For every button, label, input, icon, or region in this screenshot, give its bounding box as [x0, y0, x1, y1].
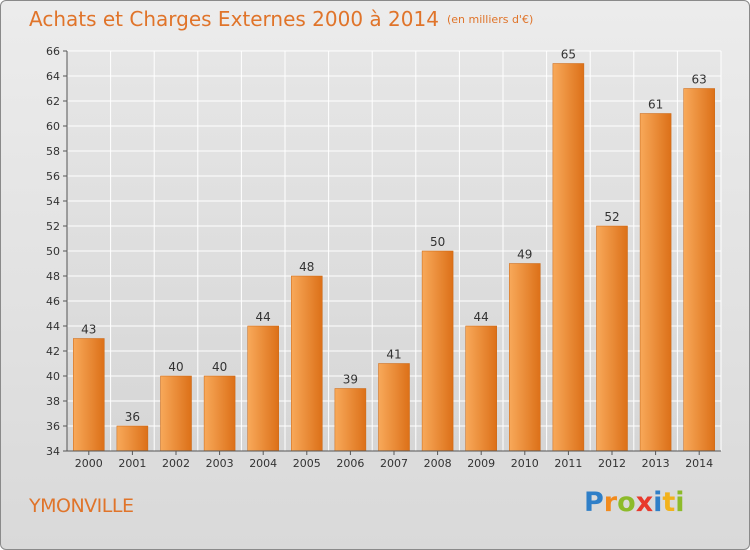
y-tick-label: 56 — [46, 170, 60, 183]
x-tick-label: 2013 — [642, 457, 670, 470]
data-label: 40 — [212, 360, 227, 374]
x-tick-label: 2014 — [685, 457, 713, 470]
y-tick-label: 36 — [46, 420, 60, 433]
y-tick-label: 34 — [46, 445, 60, 458]
data-label: 49 — [517, 248, 532, 262]
data-label: 40 — [168, 360, 183, 374]
bar — [247, 325, 279, 452]
bar — [73, 338, 105, 452]
logo-letter: r — [603, 487, 618, 518]
y-tick-label: 54 — [46, 195, 60, 208]
bar — [334, 388, 367, 452]
logo-letter: i — [675, 487, 685, 518]
bar — [596, 225, 628, 452]
bar — [291, 275, 323, 452]
bar — [421, 250, 454, 452]
y-tick-label: 44 — [46, 320, 60, 333]
y-tick-label: 48 — [46, 270, 60, 283]
x-tick-label: 2004 — [249, 457, 277, 470]
y-tick-label: 60 — [46, 120, 60, 133]
data-label: 52 — [604, 210, 619, 224]
y-tick-label: 46 — [46, 295, 60, 308]
logo-letter: t — [662, 487, 676, 518]
x-tick-label: 2002 — [162, 457, 190, 470]
y-tick-label: 40 — [46, 370, 60, 383]
logo-letter: i — [653, 487, 663, 518]
chart-title: Achats et Charges Externes 2000 à 2014 (e… — [29, 7, 534, 31]
x-tick-label: 2011 — [554, 457, 582, 470]
bar — [378, 363, 410, 452]
y-tick-label: 58 — [46, 145, 60, 158]
x-tick-label: 2000 — [75, 457, 103, 470]
data-label: 44 — [474, 310, 489, 324]
logo-letter: o — [617, 487, 636, 518]
x-tick-label: 2012 — [598, 457, 626, 470]
y-tick-label: 52 — [46, 220, 60, 233]
bar — [552, 63, 585, 452]
x-tick-label: 2010 — [511, 457, 539, 470]
x-tick-label: 2006 — [336, 457, 364, 470]
chart-subtitle: (en milliers d'€) — [446, 13, 534, 26]
bar — [465, 325, 497, 452]
bar — [160, 375, 192, 452]
data-label: 43 — [81, 323, 96, 337]
x-tick-label: 2005 — [293, 457, 321, 470]
bar — [509, 263, 541, 452]
x-tick-label: 2001 — [118, 457, 146, 470]
data-label: 61 — [648, 98, 663, 112]
x-tick-label: 2007 — [380, 457, 408, 470]
y-tick-label: 62 — [46, 95, 60, 108]
y-tick-label: 42 — [46, 345, 60, 358]
data-label: 39 — [343, 373, 358, 387]
y-tick-label: 66 — [46, 45, 60, 58]
data-label: 41 — [386, 348, 401, 362]
logo-letter: x — [635, 487, 654, 518]
data-label: 48 — [299, 260, 314, 274]
data-label: 65 — [561, 48, 576, 62]
x-tick-label: 2003 — [206, 457, 234, 470]
data-label: 36 — [125, 410, 140, 424]
bar — [639, 113, 672, 452]
y-tick-label: 50 — [46, 245, 60, 258]
data-label: 44 — [256, 310, 271, 324]
x-tick-label: 2008 — [424, 457, 452, 470]
bar — [683, 88, 715, 452]
y-tick-label: 64 — [46, 70, 60, 83]
bar — [203, 375, 236, 452]
bar — [116, 425, 149, 452]
proxiti-logo: Proxiti — [584, 487, 685, 518]
data-label: 50 — [430, 235, 445, 249]
commune-name: YMONVILLE — [29, 495, 134, 517]
y-tick-label: 38 — [46, 395, 60, 408]
logo-letter: P — [584, 487, 604, 518]
x-tick-label: 2009 — [467, 457, 495, 470]
data-label: 63 — [692, 73, 707, 87]
